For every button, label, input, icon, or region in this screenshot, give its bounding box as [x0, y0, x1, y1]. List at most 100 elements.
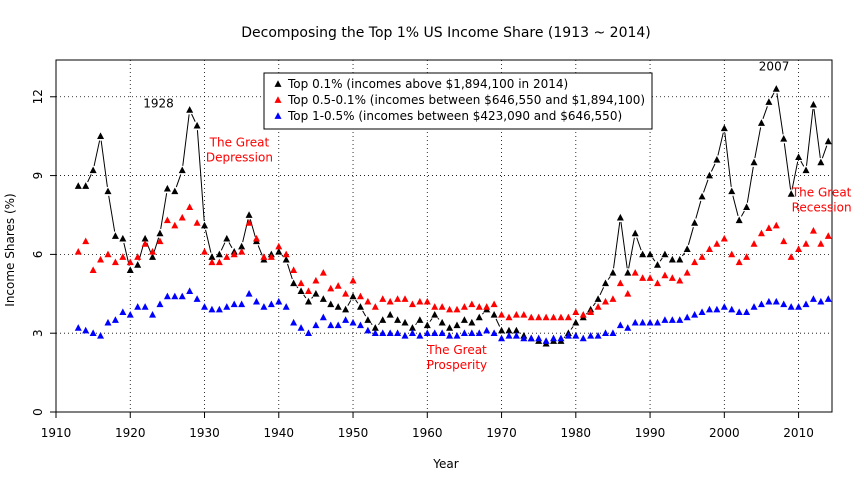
data-point — [431, 303, 439, 310]
series-line-segment — [257, 245, 263, 256]
annotation-line: Prosperity — [427, 358, 487, 372]
data-point — [817, 240, 825, 247]
y-tick-label: 0 — [31, 408, 45, 416]
data-point — [579, 311, 587, 318]
series-line-segment — [659, 257, 663, 262]
series-line-segment — [303, 294, 307, 299]
data-point — [97, 255, 105, 263]
data-point — [809, 226, 817, 234]
series-line-segment — [724, 132, 732, 187]
data-point — [772, 221, 780, 229]
data-point — [646, 250, 654, 258]
data-point — [304, 329, 312, 337]
legend-marker — [274, 80, 282, 87]
data-point — [809, 295, 817, 302]
data-point — [230, 250, 238, 258]
data-point — [126, 266, 134, 273]
data-point — [371, 324, 379, 331]
data-point — [735, 216, 743, 224]
data-point — [356, 321, 364, 329]
series-line-segment — [687, 227, 694, 245]
data-point — [735, 308, 743, 316]
data-point — [178, 166, 186, 174]
data-point — [379, 316, 387, 323]
data-point — [453, 321, 461, 329]
data-point — [616, 279, 624, 287]
data-point — [765, 98, 773, 105]
data-point — [468, 329, 476, 337]
data-point — [371, 303, 379, 310]
data-point — [550, 313, 558, 321]
data-point — [535, 334, 543, 342]
series-line-segment — [160, 193, 168, 230]
series-line-segment — [592, 302, 596, 307]
series-line-segment — [355, 299, 359, 304]
data-point — [111, 316, 119, 323]
data-point — [505, 326, 513, 334]
data-point — [468, 318, 476, 326]
data-point — [705, 245, 713, 252]
data-point — [74, 247, 82, 255]
y-tick-label: 9 — [31, 172, 45, 180]
data-point — [319, 295, 327, 302]
data-point — [705, 305, 713, 313]
series-line-segment — [570, 326, 574, 330]
data-point — [520, 334, 528, 342]
data-point — [163, 216, 171, 224]
data-point — [587, 308, 595, 316]
legend-box — [263, 72, 653, 130]
data-point — [661, 271, 669, 279]
data-point — [527, 334, 535, 342]
data-point — [490, 311, 498, 318]
y-tick-label: 6 — [31, 251, 45, 259]
data-point — [602, 329, 610, 337]
data-point — [460, 303, 468, 310]
data-point — [624, 324, 632, 331]
data-point — [542, 313, 550, 321]
data-point — [297, 324, 305, 331]
data-point — [349, 276, 357, 284]
data-point — [208, 305, 216, 313]
series-line-segment — [228, 242, 233, 249]
annotation-line: The Great — [426, 343, 487, 357]
series-line-segment — [191, 113, 196, 122]
series-line-segment — [146, 242, 152, 254]
x-tick-label: 1960 — [412, 426, 443, 440]
data-point — [728, 305, 736, 313]
data-point — [624, 268, 632, 276]
data-point — [163, 184, 171, 192]
data-point — [104, 250, 112, 258]
data-point — [364, 326, 372, 334]
data-point — [104, 187, 112, 195]
annotation-line: Depression — [206, 151, 273, 165]
series-line-segment — [613, 222, 621, 269]
data-point — [468, 300, 476, 308]
data-point — [490, 300, 498, 308]
data-point — [401, 332, 409, 339]
data-point — [394, 329, 402, 337]
data-point — [572, 332, 580, 339]
data-point — [661, 250, 669, 258]
data-point — [408, 329, 416, 337]
data-point — [364, 297, 372, 305]
annotation-line: 1928 — [143, 96, 174, 110]
data-point — [460, 316, 468, 323]
data-point — [676, 255, 684, 263]
data-point — [111, 258, 119, 266]
x-tick-label: 1920 — [115, 426, 146, 440]
series-line-segment — [287, 263, 293, 280]
data-point — [97, 332, 105, 339]
data-point — [646, 318, 654, 326]
series-line-segment — [776, 93, 784, 135]
annotation-line: Recession — [792, 201, 852, 215]
data-point — [275, 247, 283, 255]
data-point — [572, 318, 580, 326]
series-2 — [74, 287, 832, 344]
data-point — [297, 279, 305, 287]
data-point — [327, 284, 335, 292]
series-line-segment — [703, 179, 709, 193]
series-line-segment — [370, 322, 373, 326]
data-point — [795, 245, 803, 252]
data-point — [134, 261, 142, 268]
